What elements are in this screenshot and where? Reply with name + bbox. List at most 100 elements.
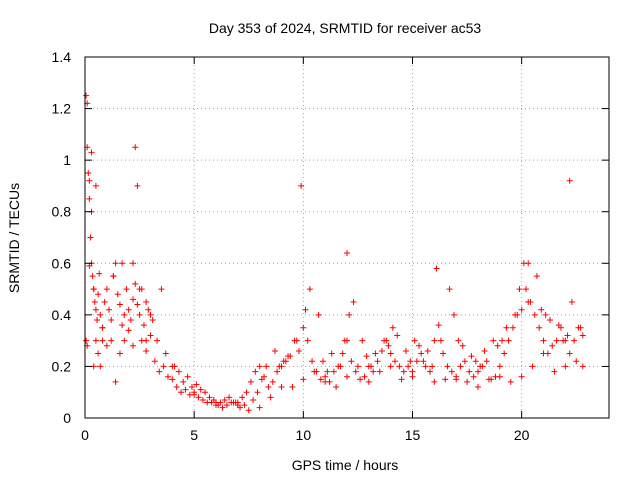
data-point: [245, 407, 252, 414]
data-point: [311, 368, 318, 375]
data-point: [457, 363, 464, 370]
data-point: [156, 368, 163, 375]
data-point: [116, 301, 123, 308]
data-point: [226, 394, 233, 401]
data-point: [132, 144, 139, 151]
data-point: [274, 368, 281, 375]
data-point: [86, 177, 93, 184]
data-point: [180, 378, 187, 385]
data-point: [300, 324, 307, 331]
data-point: [525, 298, 532, 305]
data-point: [239, 394, 246, 401]
data-point: [97, 363, 104, 370]
data-point: [130, 260, 137, 267]
data-point: [470, 373, 477, 380]
data-point: [99, 324, 106, 331]
data-point: [136, 286, 143, 293]
data-point: [293, 337, 300, 344]
data-point: [149, 317, 156, 324]
data-point: [490, 337, 497, 344]
data-point: [147, 311, 154, 318]
data-point: [319, 358, 326, 365]
data-point: [136, 311, 143, 318]
data-point: [101, 298, 108, 305]
data-point: [191, 391, 198, 398]
data-point: [455, 337, 462, 344]
data-point: [97, 311, 104, 318]
data-point: [368, 363, 375, 370]
data-point: [442, 376, 449, 383]
data-point: [94, 317, 101, 324]
data-point: [127, 317, 134, 324]
data-point: [520, 260, 527, 267]
data-point: [110, 273, 117, 280]
data-point: [579, 363, 586, 370]
data-point: [263, 363, 270, 370]
y-tick-label: 0.4: [52, 307, 72, 323]
data-point: [437, 337, 444, 344]
data-point: [339, 350, 346, 357]
data-point: [453, 373, 460, 380]
data-point: [289, 384, 296, 391]
data-point: [322, 378, 329, 385]
data-point: [138, 337, 145, 344]
data-point: [92, 306, 99, 313]
data-point: [376, 368, 383, 375]
data-point: [95, 291, 102, 298]
data-point: [276, 363, 283, 370]
data-point: [116, 350, 123, 357]
data-point: [566, 177, 573, 184]
chart-title: Day 353 of 2024, SRMTID for receiver ac5…: [209, 20, 482, 36]
data-point: [350, 298, 357, 305]
data-point: [446, 286, 453, 293]
data-point: [450, 311, 457, 318]
data-point: [461, 358, 468, 365]
data-point: [551, 368, 558, 375]
data-point: [121, 337, 128, 344]
data-point: [409, 368, 416, 375]
data-point: [103, 286, 110, 293]
data-point: [121, 311, 128, 318]
data-point: [501, 350, 508, 357]
y-tick-label: 0.6: [52, 255, 72, 271]
data-point: [232, 399, 239, 406]
data-point: [306, 286, 313, 293]
data-point: [119, 260, 126, 267]
data-point: [354, 363, 361, 370]
data-point: [237, 404, 244, 411]
data-point: [540, 337, 547, 344]
data-point: [280, 358, 287, 365]
data-point: [265, 384, 272, 391]
data-point: [252, 368, 259, 375]
plot-frame: [84, 56, 610, 419]
data-point: [184, 373, 191, 380]
data-point: [420, 358, 427, 365]
data-point: [199, 396, 206, 403]
data-point: [571, 337, 578, 344]
data-point: [221, 396, 228, 403]
data-point: [278, 384, 285, 391]
y-tick-label: 1.4: [52, 49, 72, 65]
data-point: [85, 170, 92, 177]
data-point: [387, 363, 394, 370]
y-tick-label: 0.8: [52, 204, 72, 220]
data-point: [96, 270, 103, 277]
data-point: [254, 389, 261, 396]
data-point: [400, 368, 407, 375]
data-point: [348, 358, 355, 365]
data-point: [317, 376, 324, 383]
data-point: [468, 353, 475, 360]
data-point: [119, 322, 126, 329]
data-point: [381, 337, 388, 344]
data-point: [547, 317, 554, 324]
data-point: [429, 363, 436, 370]
data-point: [346, 311, 353, 318]
data-point: [392, 358, 399, 365]
data-point: [130, 296, 137, 303]
data-point: [496, 373, 503, 380]
y-tick-label: 1.2: [52, 101, 72, 117]
data-point: [363, 353, 370, 360]
data-point: [83, 337, 90, 344]
data-point: [411, 337, 418, 344]
